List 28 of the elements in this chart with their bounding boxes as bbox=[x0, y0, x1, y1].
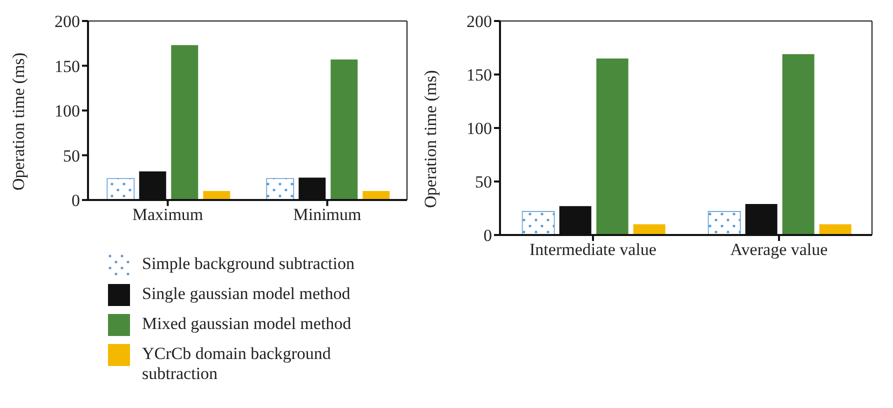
legend-label: Simple background subtraction bbox=[142, 254, 354, 274]
bar bbox=[782, 54, 814, 235]
y-tick-label: 200 bbox=[466, 12, 492, 32]
bar bbox=[330, 59, 358, 200]
x-tick-label: Minimum bbox=[293, 205, 362, 224]
y-tick-label: 50 bbox=[475, 172, 492, 192]
bar bbox=[171, 45, 198, 200]
y-tick-label: 150 bbox=[466, 66, 492, 85]
y-tick-label: 0 bbox=[72, 191, 80, 210]
bar bbox=[596, 58, 628, 235]
y-tick-label: 0 bbox=[484, 226, 492, 246]
bar bbox=[266, 178, 294, 200]
x-tick-label: Average value bbox=[730, 240, 828, 260]
bar bbox=[522, 211, 555, 235]
y-tick-label: 50 bbox=[63, 146, 80, 166]
x-tick-label: Intermediate value bbox=[530, 240, 656, 260]
legend-label: Mixed gaussian model method bbox=[142, 314, 352, 334]
y-tick-label: 150 bbox=[54, 56, 80, 76]
y-axis-title: Operation time (ms) bbox=[9, 52, 28, 190]
x-tick-label: Maximum bbox=[132, 205, 204, 224]
y-axis-title: Operation time (ms) bbox=[421, 70, 440, 208]
y-tick-label: 100 bbox=[54, 102, 80, 121]
legend-label: YCrCb domain background subtraction bbox=[142, 344, 332, 384]
legend-label: Single gaussian model method bbox=[142, 284, 350, 304]
bar bbox=[106, 178, 135, 200]
bar bbox=[708, 211, 741, 235]
y-tick-label: 200 bbox=[54, 12, 80, 32]
y-tick-label: 100 bbox=[466, 119, 492, 138]
